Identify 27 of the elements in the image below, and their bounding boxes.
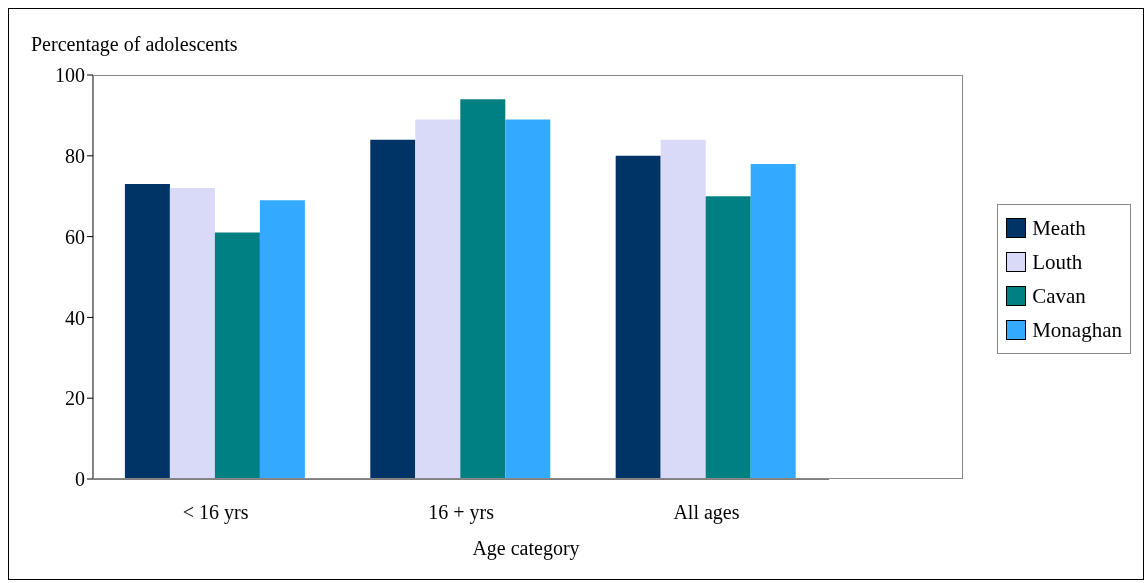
- legend-label: Cavan: [1032, 283, 1086, 310]
- x-axis-title: Age category: [471, 537, 581, 560]
- y-axis-title: Percentage of adolescents: [31, 33, 238, 56]
- y-tick-label: 100: [55, 64, 85, 87]
- bar: [615, 155, 661, 479]
- legend-label: Monaghan: [1032, 317, 1122, 344]
- x-tick-label: All ages: [673, 501, 740, 525]
- y-tick-label: 20: [65, 387, 85, 410]
- bar: [169, 188, 215, 479]
- x-tick-label: 16 + yrs: [428, 501, 495, 525]
- bar: [259, 200, 305, 479]
- bar: [750, 163, 796, 479]
- bar: [415, 119, 461, 479]
- legend-label: Meath: [1032, 215, 1086, 242]
- bar: [705, 196, 751, 479]
- y-tick-label: 60: [65, 225, 85, 248]
- y-tick-label: 40: [65, 306, 85, 329]
- x-tick-label: < 16 yrs: [182, 501, 249, 525]
- bar: [214, 232, 260, 479]
- y-tick-label: 80: [65, 144, 85, 167]
- y-tick-label: 0: [75, 468, 85, 491]
- legend-label: Louth: [1032, 249, 1083, 276]
- bar: [124, 184, 170, 479]
- bar: [505, 119, 551, 479]
- bar: [460, 99, 506, 479]
- bar: [370, 139, 416, 479]
- bar: [660, 139, 706, 479]
